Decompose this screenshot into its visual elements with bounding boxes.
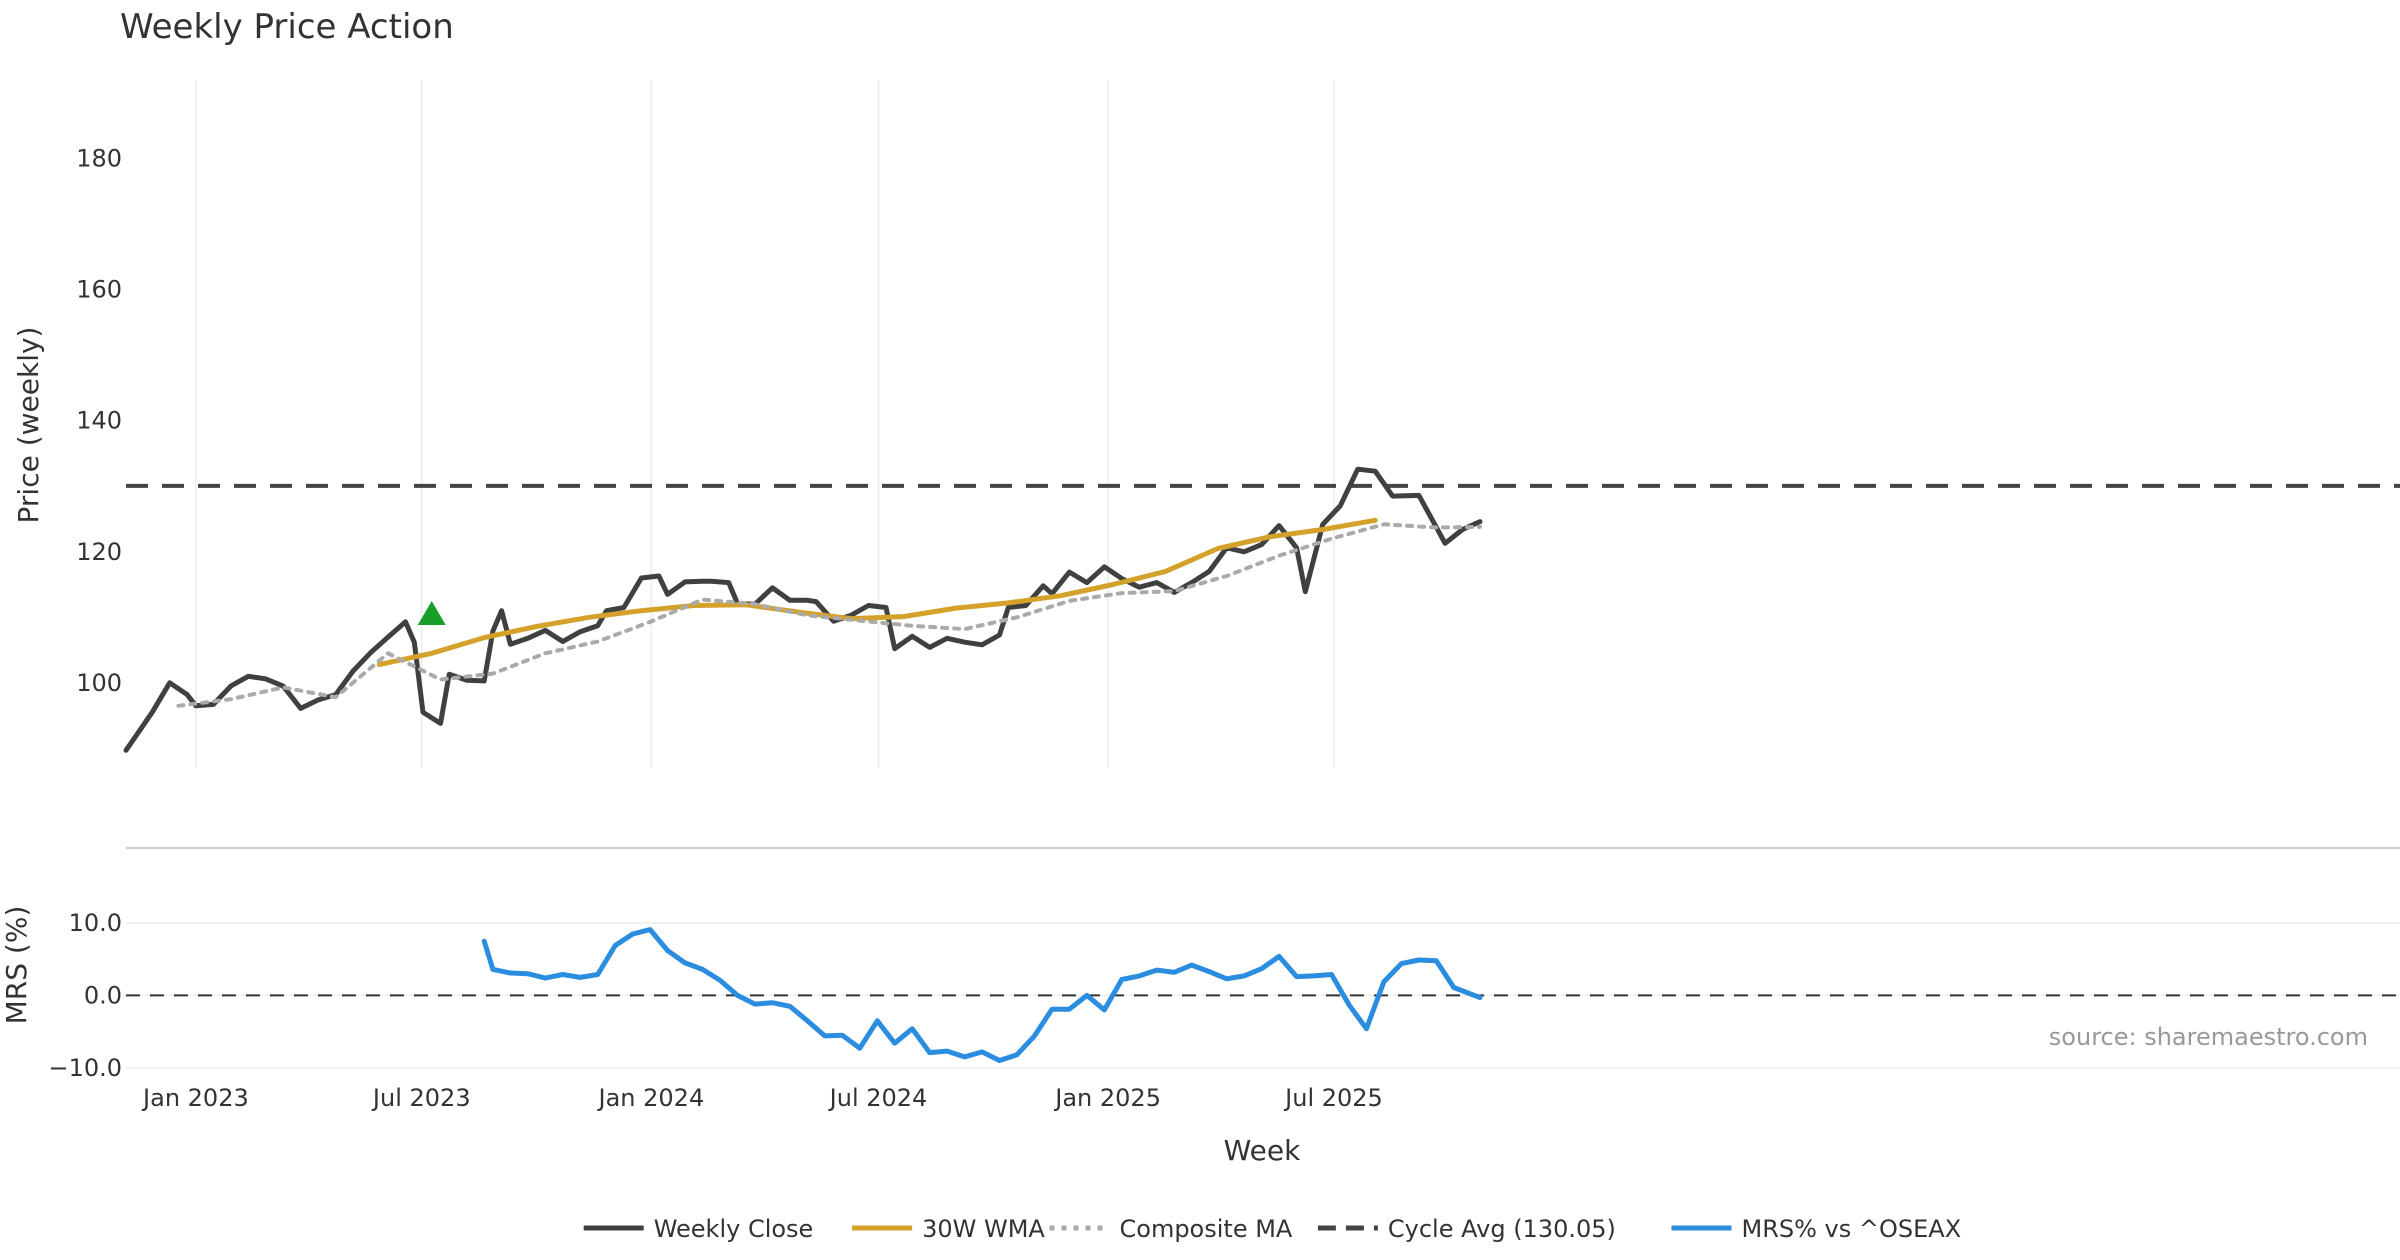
legend-label: Weekly Close [654, 1215, 814, 1243]
legend: Weekly Close 30W WMA Composite MA Cycle Avg… [583, 1215, 1962, 1243]
x-axis-title: Week [1224, 1134, 1301, 1167]
series-line-weekly-close [123, 466, 1483, 753]
x-tick-label: Jan 2024 [597, 1084, 705, 1112]
grid-layer [126, 80, 2400, 1069]
x-tick-label: Jul 2024 [828, 1084, 928, 1112]
price-y-axis: 100 120 140 160 180 [76, 145, 122, 697]
x-tick-label: Jan 2023 [141, 1084, 249, 1112]
price-y-tick-label: 140 [76, 407, 122, 435]
signal-marker [417, 601, 446, 626]
series-layer [123, 466, 2400, 1063]
price-y-tick-label: 100 [76, 669, 122, 697]
price-y-tick-label: 120 [76, 538, 122, 566]
x-tick-label: Jul 2025 [1283, 1084, 1383, 1112]
chart-title: Weekly Price Action [120, 7, 454, 47]
legend-label: MRS% vs ^OSEAX [1742, 1215, 1962, 1243]
series-line-composite-ma [176, 522, 1482, 708]
price-y-tick-label: 180 [76, 145, 122, 173]
series-line-mrs-vs-oseax [481, 927, 1483, 1063]
mrs-y-tick-label: 10.0 [69, 909, 122, 937]
price-y-tick-label: 160 [76, 276, 122, 304]
signal-marker-layer [417, 601, 446, 626]
mrs-y-axis: 10.0 0.0 −10.0 [48, 909, 122, 1082]
legend-label: Cycle Avg (130.05) [1388, 1215, 1616, 1243]
mrs-y-tick-label: −10.0 [48, 1054, 122, 1082]
mrs-y-tick-label: 0.0 [84, 981, 122, 1009]
series-line-30w-wma [376, 517, 1378, 667]
legend-label: 30W WMA [922, 1215, 1045, 1243]
price-y-axis-title: Price (weekly) [12, 327, 45, 524]
x-tick-label: Jul 2023 [371, 1084, 471, 1112]
legend-label: Composite MA [1120, 1215, 1293, 1243]
x-tick-label: Jan 2025 [1053, 1084, 1161, 1112]
x-axis: Jan 2023 Jul 2023 Jan 2024 Jul 2024 Jan 2025… [141, 1084, 1383, 1112]
mrs-y-axis-title: MRS (%) [0, 906, 33, 1025]
source-note: source: sharemaestro.com [2049, 1023, 2368, 1051]
